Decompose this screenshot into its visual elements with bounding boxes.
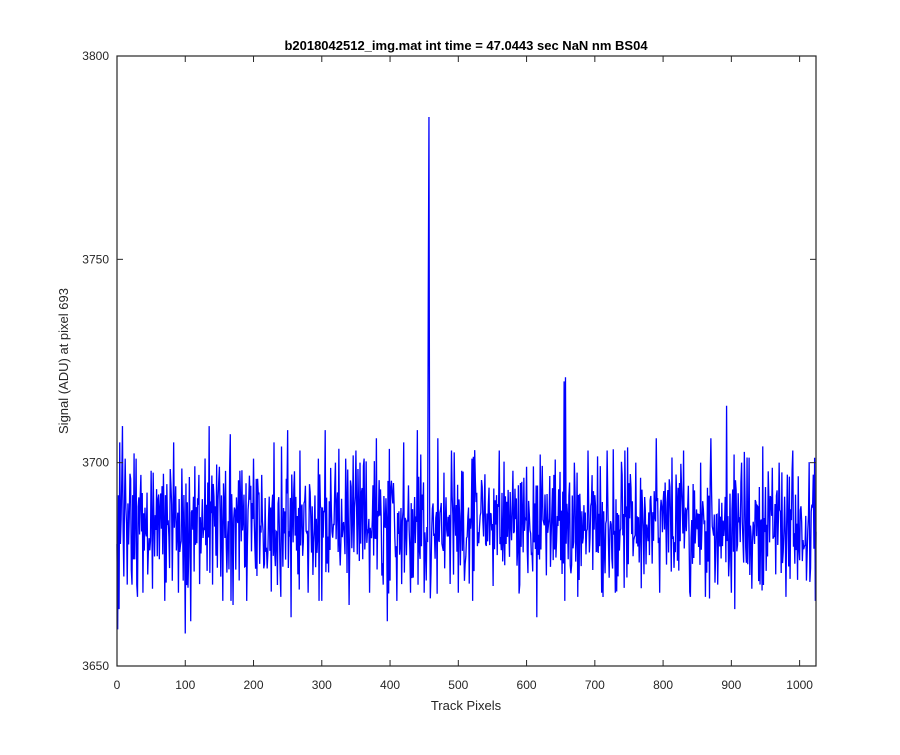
x-axis-label: Track Pixels (431, 698, 502, 713)
series-layer (116, 116, 817, 634)
x-tick-label: 400 (380, 678, 400, 692)
tick-layer: 0 100 200 300 400 500 600 700 800 900 1000 3650 3700… (82, 49, 816, 692)
x-tick-label: 0 (114, 678, 121, 692)
x-tick-label: 1000 (786, 678, 813, 692)
y-tick-label: 3650 (82, 659, 109, 673)
x-tick-label: 600 (517, 678, 537, 692)
x-tick-label: 100 (175, 678, 195, 692)
x-tick-label: 700 (585, 678, 605, 692)
series-line (116, 116, 817, 634)
plot-background (117, 56, 816, 666)
x-tick-label: 200 (244, 678, 264, 692)
y-tick-label: 3750 (82, 252, 109, 266)
y-tick-label: 3700 (82, 456, 109, 470)
x-tick-label: 500 (448, 678, 468, 692)
y-axis-label: Signal (ADU) at pixel 693 (56, 288, 71, 434)
y-tick-label: 3800 (82, 49, 109, 63)
plot-frame (116, 55, 817, 667)
chart-title: b2018042512_img.mat int time = 47.0443 s… (284, 38, 648, 53)
x-tick-label: 300 (312, 678, 332, 692)
x-tick-label: 900 (721, 678, 741, 692)
x-tick-label: 800 (653, 678, 673, 692)
